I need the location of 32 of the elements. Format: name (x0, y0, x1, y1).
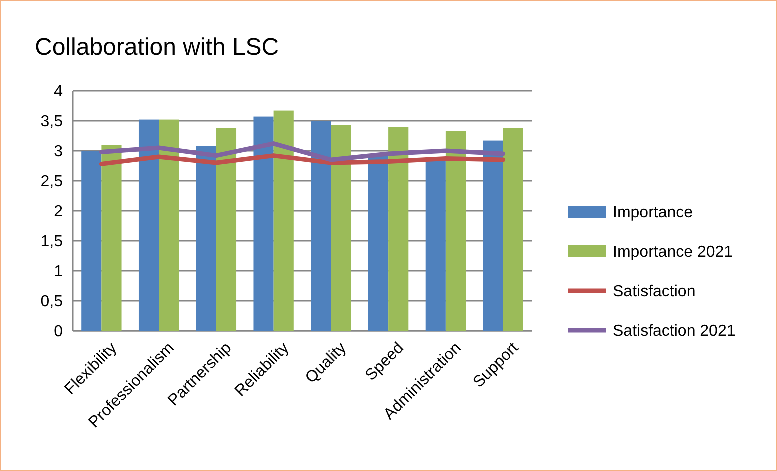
bar (446, 131, 466, 331)
legend-label: Importance 2021 (613, 244, 734, 262)
bar (388, 127, 409, 331)
y-tick-label: 3,5 (40, 114, 64, 131)
chart-title: Collaboration with LSC (35, 34, 280, 61)
bar (102, 145, 122, 331)
bar (483, 140, 504, 331)
bar (196, 146, 216, 331)
y-tick-label: 4 (54, 84, 64, 101)
y-tick-label: 0 (54, 324, 64, 341)
bar (138, 120, 160, 331)
bar (159, 120, 180, 331)
legend-label: Importance (613, 204, 694, 222)
bar (216, 128, 237, 331)
bar (82, 151, 102, 331)
line-series (99, 154, 506, 166)
line-series (99, 142, 506, 162)
y-tick-label: 3 (54, 144, 64, 161)
bar (254, 116, 274, 331)
bar (331, 125, 352, 331)
bar (368, 154, 389, 331)
y-tick-label: 1,5 (40, 234, 64, 251)
legend-label: Satisfaction 2021 (613, 323, 736, 340)
y-tick-label: 2 (54, 204, 64, 221)
y-tick-label: 0,5 (40, 294, 64, 311)
y-tick-label: 2,5 (40, 174, 64, 191)
bar (503, 128, 524, 331)
bar (274, 110, 294, 331)
y-tick-label: 1 (54, 264, 64, 281)
legend-label: Satisfaction (613, 284, 696, 301)
bar (426, 157, 446, 331)
bar (311, 121, 332, 331)
